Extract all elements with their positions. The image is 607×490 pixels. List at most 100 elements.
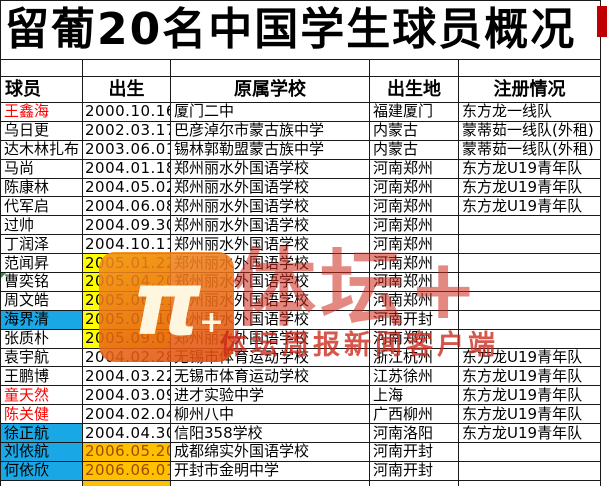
- player-row: 马尚 2004.01.18 郑州丽水外国语学校 河南郑州 东方龙U19青年队: [0, 158, 602, 179]
- red-edge-mark: [597, 6, 607, 37]
- cell-school: 郑州丽水外国语学校: [170, 215, 370, 236]
- cell-place: 河南郑州: [369, 253, 459, 274]
- player-row: 海界清 2005.08.10 郑州丽水外国语学校 河南开封: [0, 309, 602, 330]
- cell-birth: 2006.06.01: [82, 460, 171, 481]
- player-row: 袁宇航 2004.02.28 无锡市体育运动学校 浙江杭州 东方龙U19青年队: [0, 347, 602, 368]
- spacer-cell: [170, 59, 370, 77]
- cell-birth: 2004.04.30: [82, 423, 171, 444]
- cell-player: 马尚: [0, 158, 83, 179]
- cell-place: 上海: [369, 385, 459, 406]
- cell-reg: 东方龙U19青年队: [457, 423, 602, 444]
- player-row: 童天然 2004.03.09 进才实验中学 上海 东方龙U19青年队: [0, 385, 602, 406]
- cell-school: 进才实验中学: [170, 385, 370, 406]
- cell-player: 徐正航: [0, 423, 83, 444]
- cell-player: 范闻昇: [0, 253, 83, 274]
- col-header-birth: 出生: [82, 76, 171, 103]
- cell-birth: 2006.05.20: [82, 442, 171, 462]
- cell-player: 乌日更: [0, 120, 83, 141]
- player-row: 刘依航 2006.05.20 成都绵实外国语学校 河南开封: [0, 442, 602, 462]
- partial-cell: [0, 479, 83, 486]
- spacer-cell: [369, 59, 459, 77]
- partial-cell: [457, 479, 602, 486]
- cell-place: 河南开封: [369, 442, 459, 462]
- cell-place: 河南郑州: [369, 177, 459, 198]
- player-row: 过帅 2004.09.30 郑州丽水外国语学校 河南郑州: [0, 215, 602, 236]
- cell-school: 郑州丽水外国语学校: [170, 234, 370, 255]
- cell-reg: 蒙蒂茹一线队(外租): [457, 139, 602, 160]
- cell-player: 陈关健: [0, 404, 83, 425]
- cell-reg: [457, 442, 602, 462]
- cell-reg: [457, 234, 602, 255]
- cell-reg: [457, 309, 602, 330]
- cell-player: 童天然: [0, 385, 83, 406]
- partial-cell: [82, 479, 171, 486]
- cell-place: 河南开封: [369, 309, 459, 330]
- cell-school: 无锡市体育运动学校: [170, 347, 370, 368]
- player-row: 周文皓 2005.06.21 郑州丽水外国语学校 河南郑州: [0, 290, 602, 311]
- cell-birth: 2004.05.02: [82, 177, 171, 198]
- cell-birth: 2004.06.08: [82, 196, 171, 217]
- player-row: 陈康林 2004.05.02 郑州丽水外国语学校 河南郑州 东方龙U19青年队: [0, 177, 602, 198]
- cell-birth: 2003.06.01: [82, 139, 171, 160]
- cell-player: 周文皓: [0, 290, 83, 311]
- cell-birth: 2004.03.22: [82, 366, 171, 387]
- cell-player: 何依欣: [0, 460, 83, 481]
- page-title: 留葡20名中国学生球员概况: [0, 0, 602, 60]
- cell-reg: 东方龙U19青年队: [457, 404, 602, 425]
- cell-reg: [457, 272, 602, 292]
- spacer-row: [0, 59, 602, 77]
- cell-reg: 东方龙U19青年队: [457, 385, 602, 406]
- cell-place: 河南郑州: [369, 290, 459, 311]
- cell-player: 达木林扎布: [0, 139, 83, 160]
- player-row: 曹奕铭 2005.04.20 郑州丽水外国语学校 河南郑州: [0, 272, 602, 292]
- cell-school: 郑州丽水外国语学校: [170, 196, 370, 217]
- cell-birth: 2004.01.18: [82, 158, 171, 179]
- cell-birth: 2004.02.28: [82, 347, 171, 368]
- cell-player: 王鹏博: [0, 366, 83, 387]
- header-row: 球员 出生 原属学校 出生地 注册情况: [0, 76, 602, 103]
- cell-school: 郑州丽水外国语学校: [170, 253, 370, 274]
- cell-school: 郑州丽水外国语学校: [170, 158, 370, 179]
- cell-place: 河南郑州: [369, 196, 459, 217]
- cell-school: 厦门二中: [170, 102, 370, 122]
- cell-birth: 2004.10.11: [82, 234, 171, 255]
- player-row: 丁润泽 2004.10.11 郑州丽水外国语学校 河南郑州: [0, 234, 602, 255]
- spacer-cell: [457, 59, 602, 77]
- cell-school: 开封市金明中学: [170, 460, 370, 481]
- cell-reg: 东方龙U19青年队: [457, 196, 602, 217]
- spacer-cell: [82, 59, 171, 77]
- cell-reg: [457, 328, 602, 349]
- cell-reg: [457, 460, 602, 481]
- cell-reg: 东方龙U19青年队: [457, 366, 602, 387]
- cell-birth: 2005.08.10: [82, 309, 171, 330]
- cell-school: 巴彦淖尔市蒙古族中学: [170, 120, 370, 141]
- cell-place: 河南洛阳: [369, 423, 459, 444]
- cell-place: 浙江杭州: [369, 347, 459, 368]
- cell-place: 河南郑州: [369, 272, 459, 292]
- cell-school: 无锡市体育运动学校: [170, 366, 370, 387]
- cell-birth: 2005.01.22: [82, 253, 171, 274]
- cell-birth: 2004.03.09: [82, 385, 171, 406]
- player-row: 达木林扎布 2003.06.01 锡林郭勒盟蒙古族中学 内蒙古 蒙蒂茹一线队(外租): [0, 139, 602, 160]
- cell-place: 河南开封: [369, 460, 459, 481]
- cell-birth: 2005.09.01: [82, 328, 171, 349]
- cell-place: 内蒙古: [369, 120, 459, 141]
- player-row: 张质朴 2005.09.01 郑州丽水外国语学校 河南郑州: [0, 328, 602, 349]
- cell-school: 郑州丽水外国语学校: [170, 177, 370, 198]
- cell-school: 郑州丽水外国语学校: [170, 309, 370, 330]
- partial-row: [0, 479, 602, 486]
- cell-place: 江苏徐州: [369, 366, 459, 387]
- cell-player: 陈康林: [0, 177, 83, 198]
- player-row: 范闻昇 2005.01.22 郑州丽水外国语学校 河南郑州: [0, 253, 602, 274]
- cell-birth: 2005.06.21: [82, 290, 171, 311]
- cell-school: 成都绵实外国语学校: [170, 442, 370, 462]
- cell-player: 刘依航: [0, 442, 83, 462]
- cell-school: 信阳358学校: [170, 423, 370, 444]
- cell-birth: 2000.10.16: [82, 102, 171, 122]
- cell-reg: 东方龙U19青年队: [457, 347, 602, 368]
- cell-player: 海界清: [0, 309, 83, 330]
- cell-birth: 2005.04.20: [82, 272, 171, 292]
- cell-player: 代军启: [0, 196, 83, 217]
- cell-place: 河南郑州: [369, 234, 459, 255]
